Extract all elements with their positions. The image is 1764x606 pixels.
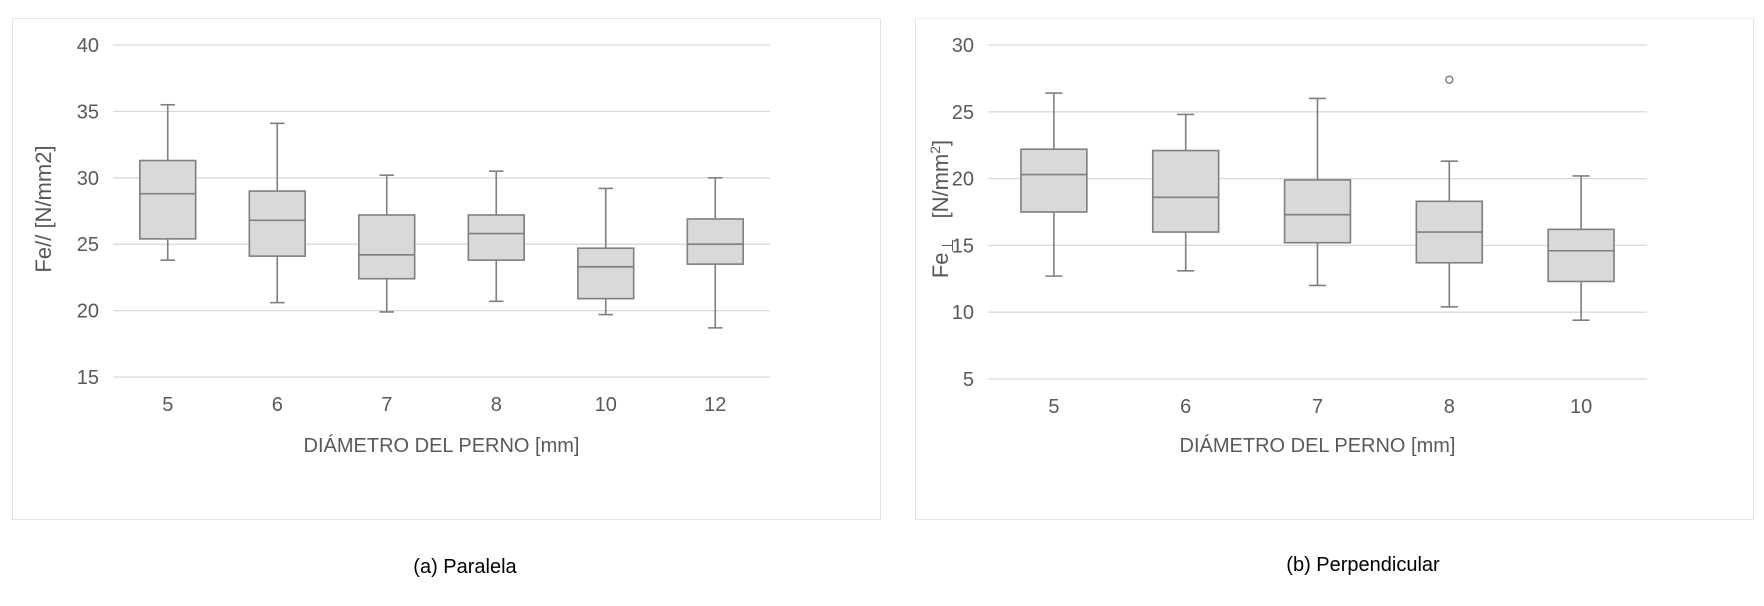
- y-tick-label: 25: [77, 234, 99, 256]
- y-axis-unit: [N/mm: [928, 154, 953, 219]
- box-iqr: [686, 218, 744, 265]
- box-iqr: [1151, 149, 1220, 233]
- y-tick-label: 25: [952, 102, 974, 124]
- box-iqr: [1020, 148, 1088, 213]
- x-tick-label: 12: [704, 394, 726, 416]
- box-iqr: [248, 190, 306, 257]
- y-tick-label: 20: [952, 169, 974, 191]
- box-iqr: [1547, 228, 1615, 283]
- x-tick-label: 6: [272, 394, 283, 416]
- y-tick-label: 40: [77, 35, 99, 57]
- x-tick-label: 8: [491, 394, 502, 416]
- x-axis-title: DIÁMETRO DEL PERNO [mm]: [304, 434, 580, 457]
- y-axis-unit-superscript: 2: [927, 146, 943, 154]
- x-tick-label: 10: [595, 394, 617, 416]
- x-axis-title: DIÁMETRO DEL PERNO [mm]: [1180, 434, 1456, 457]
- boxplot-paralela: 15 20 25 30 35 40 5 6 7 8 10 12 DIÁMETRO DEL PERNO […: [31, 35, 770, 457]
- x-tick-label: 5: [1048, 396, 1059, 418]
- chart-panel-perpendicular: 5 10 15 20 25 30 5 6 7 8 10 DIÁMETRO DEL PERNO [mm]…: [915, 18, 1754, 520]
- y-axis-title: Fe// [N/mm2]: [31, 145, 56, 272]
- y-tick-label: 30: [77, 168, 99, 190]
- x-tick-label: 7: [1312, 396, 1323, 418]
- y-tick-label: 5: [963, 369, 974, 391]
- y-tick-label: 20: [77, 301, 99, 323]
- y-axis-title: Fe⊥ [N/mm2]: [927, 140, 957, 278]
- outlier-point: [1445, 75, 1454, 84]
- caption-paralela: (a) Paralela: [413, 556, 517, 578]
- boxplot-perpendicular: 5 10 15 20 25 30 5 6 7 8 10 DIÁMETRO DEL PERNO [mm]…: [927, 35, 1647, 457]
- y-tick-label: 10: [952, 302, 974, 324]
- box-iqr: [358, 214, 416, 280]
- chart-panel-paralela: 15 20 25 30 35 40 5 6 7 8 10 12 DIÁMETRO DEL PERNO […: [12, 18, 881, 520]
- x-tick-label: 10: [1570, 396, 1592, 418]
- caption-perpendicular: (b) Perpendicular: [1286, 554, 1440, 576]
- x-tick-label: 5: [162, 394, 173, 416]
- y-axis-symbol: Fe: [928, 252, 953, 278]
- y-axis-subscript: ⊥: [940, 239, 957, 253]
- y-tick-label: 15: [952, 235, 974, 257]
- box-iqr: [577, 247, 635, 300]
- y-axis-unit-close: ]: [928, 140, 953, 146]
- y-tick-label: 30: [952, 35, 974, 57]
- box-iqr: [1283, 179, 1352, 244]
- box-iqr: [467, 214, 525, 261]
- x-tick-label: 8: [1444, 396, 1455, 418]
- x-tick-label: 6: [1180, 396, 1191, 418]
- box-iqr: [139, 159, 197, 240]
- y-tick-label: 15: [77, 367, 99, 389]
- x-tick-label: 7: [381, 394, 392, 416]
- y-tick-label: 35: [77, 101, 99, 123]
